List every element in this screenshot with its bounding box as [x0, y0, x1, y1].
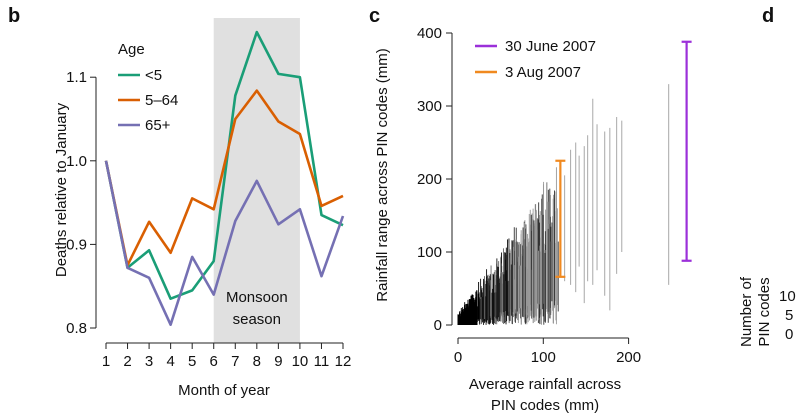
panel-c-ytick-label: 200	[417, 171, 442, 188]
panel-b-axes: 0.80.91.01.11 2 3 4 5 6 7 8 9 10 11 12	[66, 69, 351, 370]
legend-label-c-0: 30 June 2007	[505, 38, 596, 55]
panel-b-xtick-label: 3	[145, 353, 153, 370]
panel-c-ytick-label: 300	[417, 98, 442, 115]
panel-b-xtick-label: 12	[335, 353, 352, 370]
panel-d-ytick-5: 5	[785, 307, 793, 324]
legend-label-c-1: 3 Aug 2007	[505, 64, 581, 81]
panel-d-y-axis-label-line1: Number of	[738, 276, 755, 347]
series-line-2	[104, 160, 345, 327]
panel-b-ytick-label: 0.8	[66, 320, 87, 337]
panel-d-y-axis-label-line2: PIN codes	[756, 277, 773, 346]
panel-c-xtick-label: 200	[616, 349, 641, 366]
panel-c-range-marks	[457, 40, 692, 325]
panel-d-partial: d Number of PIN codes 10 5 0	[738, 5, 796, 347]
monsoon-label-line2: season	[233, 311, 281, 328]
panel-c-legend: 30 June 2007 3 Aug 2007	[475, 38, 596, 81]
panel-d-letter: d	[762, 5, 774, 27]
series-line-0	[104, 30, 344, 301]
panel-b-xtick-label: 8	[253, 353, 261, 370]
panel-b-x-axis-label: Month of year	[178, 382, 270, 399]
panel-d-ytick-10: 10	[779, 288, 796, 305]
monsoon-label-line1: Monsoon	[226, 289, 288, 306]
panel-b-y-axis-label: Deaths relative to January	[53, 102, 70, 277]
panel-b-series-lines	[104, 30, 345, 327]
panel-b-legend: Age<5 5–64 65+	[118, 41, 178, 134]
panel-b-xtick-label: 9	[274, 353, 282, 370]
panel-c-xtick-label: 100	[531, 349, 556, 366]
panel-b-letter: b	[8, 5, 20, 27]
panel-b-xtick-label: 10	[292, 353, 309, 370]
panel-b-xtick-label: 1	[102, 353, 110, 370]
panel-c-xtick-label: 0	[454, 349, 462, 366]
panel-c-ytick-label: 100	[417, 244, 442, 261]
panel-d-ytick-0: 0	[785, 326, 793, 343]
panel-b-xtick-label: 4	[166, 353, 174, 370]
legend-label-1: 5–64	[145, 92, 178, 109]
panel-c-range-chart: c 0 100 200 300 400 0 100 200 30 June 2007 3 Aug…	[369, 5, 692, 414]
panel-c-letter: c	[369, 5, 380, 27]
panel-b-xtick-label: 6	[210, 353, 218, 370]
panel-c-x-axis-label-line1: Average rainfall across	[469, 376, 621, 393]
panel-b-xtick-label: 5	[188, 353, 196, 370]
panel-b-ytick-label: 0.9	[66, 236, 87, 253]
legend-label-0: <5	[145, 67, 162, 84]
panel-b-ytick-label: 1.1	[66, 69, 87, 86]
series-line-1	[104, 89, 344, 267]
legend-title: Age	[118, 41, 145, 58]
panel-c-x-axis-label-line2: PIN codes (mm)	[491, 397, 599, 414]
panel-c-ytick-label: 400	[417, 25, 442, 42]
panel-b-xtick-label: 11	[314, 353, 330, 370]
monsoon-shaded-region: Monsoon season	[213, 18, 300, 343]
panel-c-y-axis-label: Rainfall range across PIN codes (mm)	[374, 48, 391, 301]
panel-b-xtick-label: 2	[123, 353, 131, 370]
legend-label-2: 65+	[145, 117, 171, 134]
panel-b-xtick-label: 7	[231, 353, 239, 370]
panel-c-ytick-label: 0	[434, 317, 442, 334]
panel-b-ytick-label: 1.0	[66, 153, 87, 170]
panel-c-axes: 0 100 200 300 400 0 100 200	[417, 25, 641, 366]
